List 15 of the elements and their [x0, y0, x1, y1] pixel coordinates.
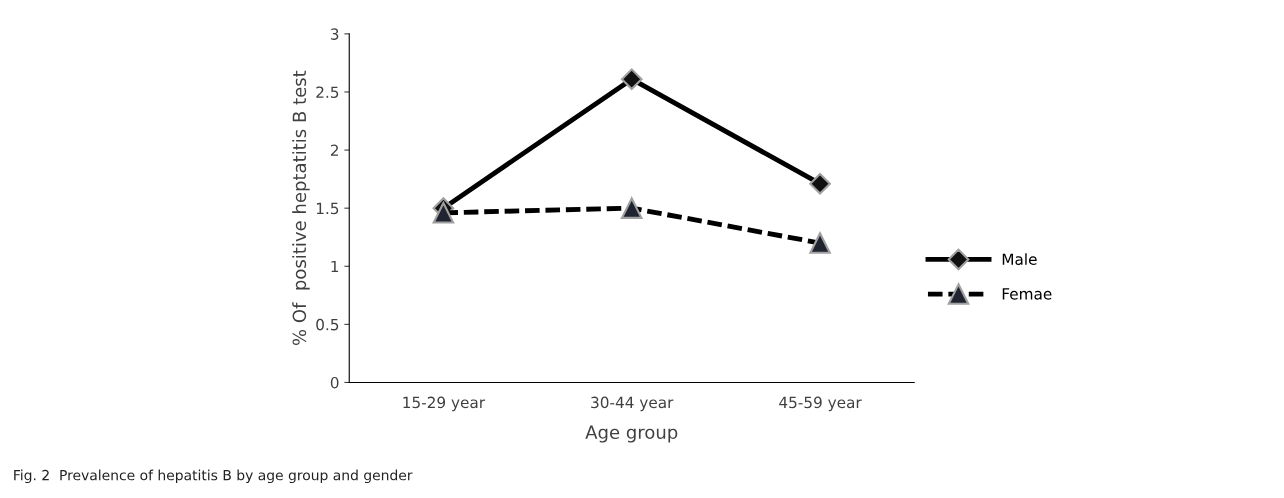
caption: Fig. 2 Prevalence of hepatitis B by age group and gender — [14, 469, 413, 484]
x-tick-label: 15-29 year — [403, 396, 486, 412]
y-tick-label: 0.5 — [316, 318, 339, 331]
y-tick-label: 0 — [330, 376, 339, 389]
legend-label: Male — [1002, 253, 1037, 265]
legend-label: Femae — [1002, 288, 1052, 300]
y-tick-label: 1.5 — [316, 202, 339, 215]
y-axis-title: % Of positive heptatitis B test — [292, 70, 310, 346]
y-tick-label: 3 — [330, 28, 339, 40]
y-tick-label: 1 — [331, 260, 339, 273]
x-axis-title: Age group — [585, 425, 678, 443]
x-tick-label: 45-59 year — [779, 396, 862, 412]
y-tick-label: 2 — [330, 144, 338, 156]
y-tick-label: 2.5 — [316, 86, 339, 98]
x-tick-label: 30-44 year — [591, 396, 674, 412]
